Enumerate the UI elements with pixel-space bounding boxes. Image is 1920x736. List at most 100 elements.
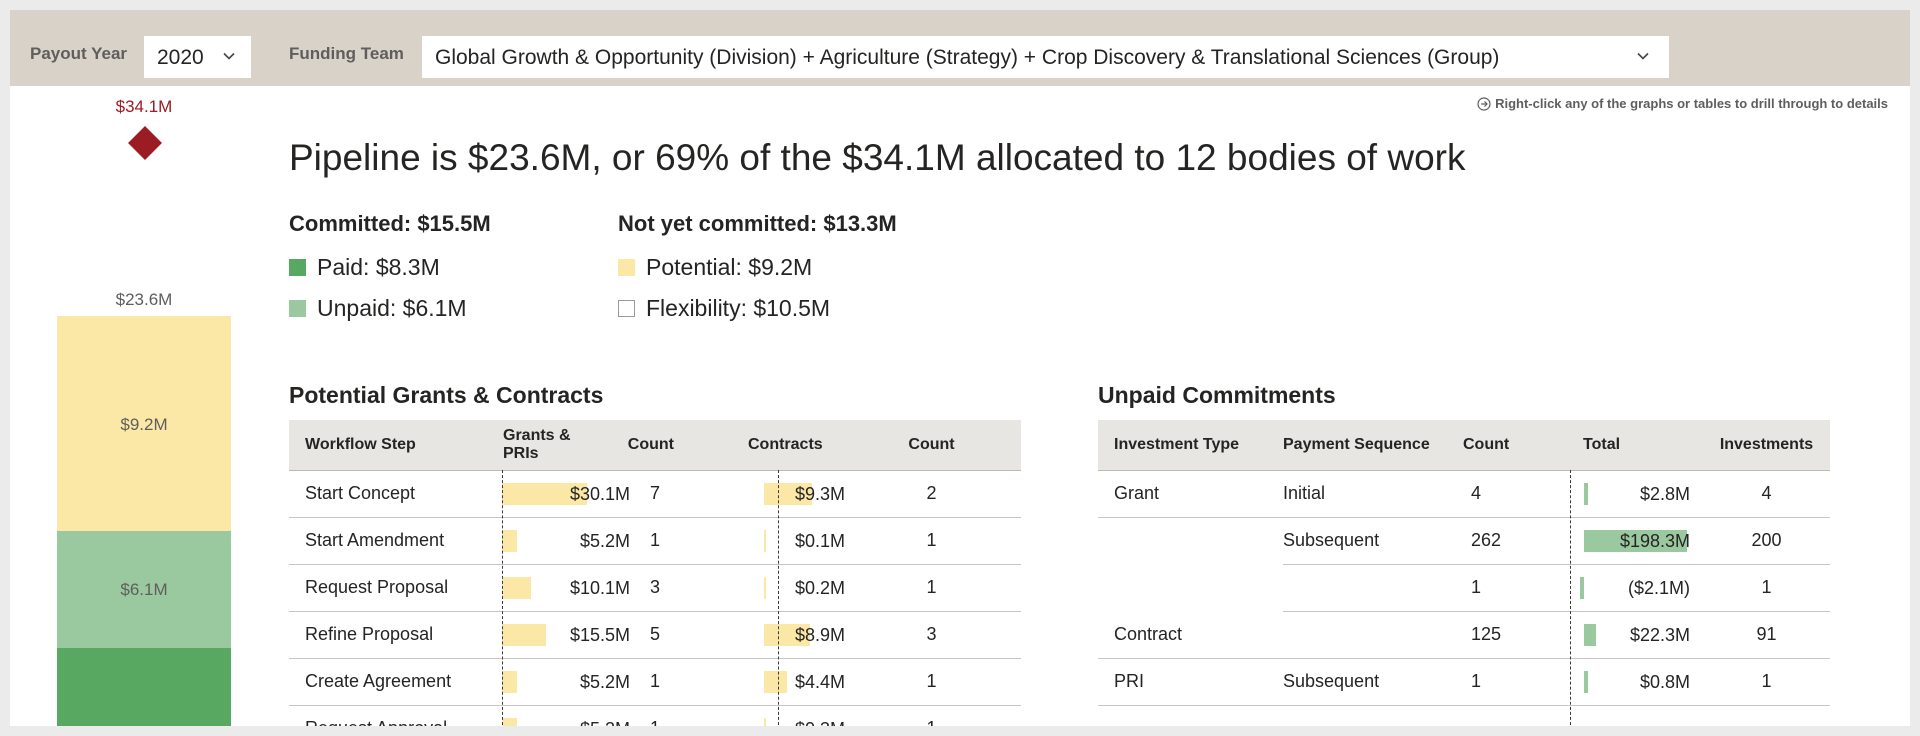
unpaid-table[interactable]: Investment Type Payment Sequence Count T… <box>1098 420 1830 706</box>
arrow-circle-icon <box>1477 97 1491 111</box>
investments-value: 1 <box>1761 671 1772 691</box>
contracts-count-value: 1 <box>926 671 937 691</box>
contracts-bar <box>764 482 812 505</box>
total-value: $0.8M <box>1639 671 1690 692</box>
grants-count-cell: 7 <box>608 470 678 518</box>
col-contracts[interactable]: Contracts <box>678 420 842 471</box>
grants-count-value: 1 <box>649 530 660 550</box>
workflow-step-text: Request Proposal <box>305 577 449 597</box>
total-cell[interactable]: $2.8M <box>1583 470 1703 518</box>
col-investment-type[interactable]: Investment Type <box>1098 420 1283 471</box>
grants-cell[interactable]: $30.1M <box>501 470 630 518</box>
hint-text: Right-click any of the graphs or tables … <box>1495 96 1888 111</box>
contracts-count-cell: 1 <box>842 564 1021 612</box>
table-row[interactable]: 1 ($2.1M) 1 <box>1098 564 1830 612</box>
investment-type-text: PRI <box>1114 671 1145 691</box>
count-value: 4 <box>1471 483 1482 503</box>
funding-team-dropdown[interactable]: Global Growth & Opportunity (Division) +… <box>422 36 1669 78</box>
col-grants-pris[interactable]: Grants & PRIs <box>501 420 608 471</box>
contracts-bar <box>764 576 766 599</box>
table-row[interactable]: Contract 125 $22.3M 91 <box>1098 611 1830 659</box>
workflow-step-cell: Start Amendment <box>289 517 501 565</box>
count-value: 1 <box>1471 577 1482 597</box>
contracts-count-value: 2 <box>926 483 937 503</box>
grants-count-cell: 1 <box>608 658 678 706</box>
total-bar <box>1584 623 1596 646</box>
grants-count-value: 3 <box>649 577 660 597</box>
col-investments[interactable]: Investments <box>1703 420 1830 471</box>
payout-year-dropdown[interactable]: 2020 <box>144 36 251 78</box>
grants-baseline <box>502 470 503 726</box>
contracts-cell[interactable]: $0.3M <box>678 705 845 726</box>
table-row[interactable]: Subsequent 262 $198.3M 200 <box>1098 517 1830 565</box>
payment-sequence-cell <box>1283 564 1463 612</box>
total-value: $198.3M <box>1619 530 1690 551</box>
col-contracts-count[interactable]: Count <box>842 420 1021 471</box>
paid-swatch <box>289 259 306 276</box>
grants-cell[interactable]: $5.2M <box>501 705 630 726</box>
payment-sequence-text: Subsequent <box>1283 530 1380 550</box>
payment-sequence-text: Initial <box>1283 483 1326 503</box>
table-row[interactable]: PRI Subsequent 1 $0.8M 1 <box>1098 658 1830 706</box>
grants-count-cell: 1 <box>608 705 678 726</box>
table-row[interactable]: Create Agreement $5.2M 1 $4.4M 1 <box>289 658 1021 706</box>
contracts-count-value: 1 <box>926 577 937 597</box>
payment-sequence-cell: Subsequent <box>1283 658 1463 706</box>
total-cell[interactable]: $22.3M <box>1583 611 1703 659</box>
contracts-value: $8.9M <box>794 624 845 645</box>
potential-table-title: Potential Grants & Contracts <box>289 382 604 408</box>
count-value: 1 <box>1471 671 1482 691</box>
potential-table[interactable]: Workflow Step Grants & PRIs Count Contra… <box>289 420 1021 726</box>
investments-cell: 1 <box>1703 658 1830 706</box>
grants-cell[interactable]: $10.1M <box>501 564 630 612</box>
total-value: $2.8M <box>1639 483 1690 504</box>
contracts-cell[interactable]: $4.4M <box>678 658 845 706</box>
segment-unpaid[interactable]: $6.1M <box>57 531 231 648</box>
col-grants-count[interactable]: Count <box>608 420 678 471</box>
grants-bar <box>502 623 546 646</box>
contracts-cell[interactable]: $0.2M <box>678 564 845 612</box>
grants-cell[interactable]: $5.2M <box>501 658 630 706</box>
grants-cell[interactable]: $5.2M <box>501 517 630 565</box>
contracts-bar <box>764 670 787 693</box>
report-canvas: Right-click any of the graphs or tables … <box>10 86 1910 726</box>
not-committed-title: Not yet committed: $13.3M <box>618 211 897 236</box>
funding-team-label: Funding Team <box>289 44 404 63</box>
pipeline-total-label: $23.6M <box>115 290 173 309</box>
grants-count-value: 1 <box>649 671 660 691</box>
total-cell[interactable]: $0.8M <box>1583 658 1703 706</box>
contracts-cell[interactable]: $0.1M <box>678 517 845 565</box>
investments-cell: 4 <box>1703 470 1830 518</box>
grants-count-value: 1 <box>650 718 660 726</box>
col-workflow-step[interactable]: Workflow Step <box>289 420 501 471</box>
grants-bar <box>502 529 517 552</box>
col-total[interactable]: Total <box>1583 420 1703 471</box>
col-count[interactable]: Count <box>1463 420 1583 471</box>
table-row[interactable]: Request Approval $5.2M 1 $0.3M 1 <box>289 705 1021 726</box>
legend-flexibility: Flexibility: $10.5M <box>618 295 830 322</box>
total-cell[interactable]: $198.3M <box>1583 517 1703 565</box>
grants-cell[interactable]: $15.5M <box>501 611 630 659</box>
investment-type-cell: PRI <box>1098 658 1283 706</box>
workflow-step-text: Start Concept <box>305 483 416 503</box>
col-payment-sequence[interactable]: Payment Sequence <box>1283 420 1463 471</box>
segment-potential[interactable]: $9.2M <box>57 316 231 531</box>
legend-unpaid: Unpaid: $6.1M <box>289 295 467 322</box>
count-value: 125 <box>1471 624 1502 644</box>
grants-count-value: 5 <box>649 624 660 644</box>
contracts-value: $0.1M <box>794 530 845 551</box>
table-row[interactable]: Request Proposal $10.1M 3 $0.2M 1 <box>289 564 1021 612</box>
table-row[interactable]: Start Amendment $5.2M 1 $0.1M 1 <box>289 517 1021 565</box>
payment-sequence-cell <box>1283 611 1463 659</box>
flexibility-swatch <box>618 300 635 317</box>
segment-paid[interactable] <box>57 648 231 726</box>
contracts-cell[interactable]: $8.9M <box>678 611 845 659</box>
total-baseline <box>1570 470 1571 726</box>
total-cell[interactable]: ($2.1M) <box>1580 564 1703 612</box>
table-row[interactable]: Start Concept $30.1M 7 $9.3M 2 <box>289 470 1021 518</box>
table-row[interactable]: Refine Proposal $15.5M 5 $8.9M 3 <box>289 611 1021 659</box>
table-row[interactable]: Grant Initial 4 $2.8M 4 <box>1098 470 1830 518</box>
contracts-cell[interactable]: $9.3M <box>678 470 845 518</box>
payment-sequence-cell: Subsequent <box>1283 517 1463 565</box>
contracts-count-cell: 1 <box>842 705 1021 726</box>
